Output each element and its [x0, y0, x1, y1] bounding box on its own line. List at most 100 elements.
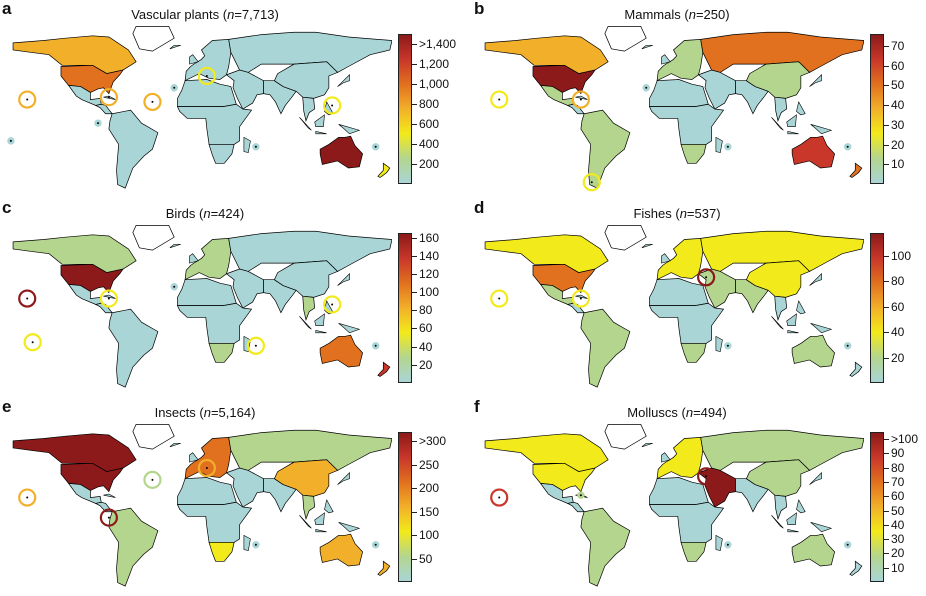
island-landmass — [771, 316, 784, 330]
legend-tick — [412, 164, 417, 165]
island-landmass — [337, 273, 350, 286]
island-marker — [18, 289, 37, 308]
region-middle-east — [225, 467, 264, 508]
island-landmass — [715, 136, 723, 154]
legend-tick-label: 60 — [419, 321, 433, 336]
region-new-zealand — [849, 560, 863, 576]
legend-tick-label: 60 — [891, 489, 905, 504]
panel-letter: e — [2, 397, 12, 416]
legend-tick-label: 80 — [891, 274, 905, 289]
island-marker — [99, 289, 118, 308]
island-dot — [254, 543, 257, 546]
island-dot — [173, 285, 176, 288]
region-north-africa — [649, 79, 709, 107]
island-marker — [697, 268, 716, 287]
island-landmass — [715, 534, 723, 552]
legend-tick — [884, 144, 889, 146]
region-subsaharan-africa — [648, 302, 725, 344]
legend-tick — [412, 364, 417, 366]
island-landmass — [314, 512, 325, 526]
legend-tick-label: 1,200 — [419, 57, 450, 71]
legend-tick-label: 30 — [891, 532, 905, 547]
island-landmass — [641, 243, 653, 249]
color-legend: 200 400 600 800 1,000 1,200 >1,400 — [398, 34, 458, 184]
region-new-zealand — [849, 162, 863, 178]
n-value: =424 — [210, 206, 240, 221]
island-dot — [846, 543, 849, 546]
region-china — [745, 260, 811, 298]
legend-tick — [884, 496, 889, 498]
legend-tick-label: 60 — [891, 58, 905, 73]
legend-tick — [412, 44, 417, 45]
island-landmass — [771, 515, 784, 529]
island-landmass — [299, 316, 312, 330]
legend-tick-label: 200 — [419, 157, 440, 171]
region-subsaharan-africa — [176, 501, 253, 543]
island-landmass — [337, 472, 350, 485]
panel-e: e Insects (n=5,164) 50 100 150 200 250 >300 — [0, 397, 463, 596]
island-dot — [151, 100, 154, 103]
island-landmass — [809, 74, 822, 87]
legend-tick-label: 140 — [419, 248, 440, 263]
island-marker — [571, 90, 590, 109]
n-label: n — [688, 7, 696, 22]
legend-tick — [884, 439, 889, 441]
island-landmass — [337, 74, 350, 87]
island-landmass — [787, 529, 799, 533]
region-southeast-asia — [302, 96, 316, 122]
island-dot — [579, 297, 582, 300]
island-dot — [26, 297, 29, 300]
taxon-name: Birds — [165, 206, 196, 221]
legend-tick — [412, 255, 417, 257]
panel-letter: c — [2, 198, 12, 217]
island-dot — [374, 145, 377, 148]
island-landmass — [771, 117, 784, 131]
island-landmass — [809, 472, 822, 485]
island-dot — [173, 86, 176, 89]
region-india — [263, 80, 297, 115]
island-landmass — [103, 493, 116, 498]
legend-tick-label: 50 — [891, 78, 905, 93]
legend-tick-label: 100 — [419, 528, 440, 543]
legend-color-bar — [870, 34, 884, 184]
island-landmass — [169, 243, 181, 249]
legend-tick — [884, 124, 889, 126]
world-map — [484, 225, 864, 388]
legend-tick — [884, 553, 889, 555]
island-dot — [26, 98, 29, 101]
region-greenland — [132, 424, 175, 450]
legend-tick — [884, 332, 889, 334]
legend-tick — [412, 292, 417, 294]
island-landmass — [338, 323, 361, 334]
region-greenland — [604, 424, 647, 450]
legend-tick — [884, 467, 889, 469]
island-marker — [490, 289, 509, 308]
n-value: =537 — [686, 206, 717, 221]
legend-tick-label: 40 — [891, 98, 905, 113]
color-legend: 20 40 60 80 100 120 140 160 — [398, 232, 458, 383]
region-greenland — [132, 26, 175, 52]
region-new-zealand — [377, 560, 391, 576]
panel-title: Vascular plants (n=7,713) — [131, 7, 279, 22]
legend-tick-label: 80 — [891, 460, 905, 475]
island-landmass — [810, 323, 833, 334]
legend-tick-label: 600 — [419, 117, 440, 131]
region-new-zealand — [849, 361, 863, 377]
region-greenland — [604, 225, 647, 251]
region-mexico — [67, 482, 102, 504]
island-dot — [498, 297, 501, 300]
region-south-america — [108, 308, 159, 388]
panel-b: b Mammals (n=250) 10 20 30 40 50 60 70 — [472, 0, 926, 198]
region-southeast-asia — [302, 494, 316, 520]
legend-tick-label: 1,000 — [419, 77, 450, 91]
island-marker — [197, 66, 216, 86]
legend-tick-label: 70 — [891, 475, 905, 489]
legend-tick — [412, 558, 417, 560]
legend-tick-label: 20 — [891, 350, 905, 365]
panel-letter: d — [474, 198, 485, 217]
panel-f: f Molluscs (n=494) 10 20 30 40 50 60 70 80 90 >10… — [472, 397, 926, 596]
world-map — [484, 26, 864, 192]
region-north-africa — [177, 278, 237, 306]
island-landmass — [796, 101, 806, 116]
n-label: n — [203, 405, 211, 420]
